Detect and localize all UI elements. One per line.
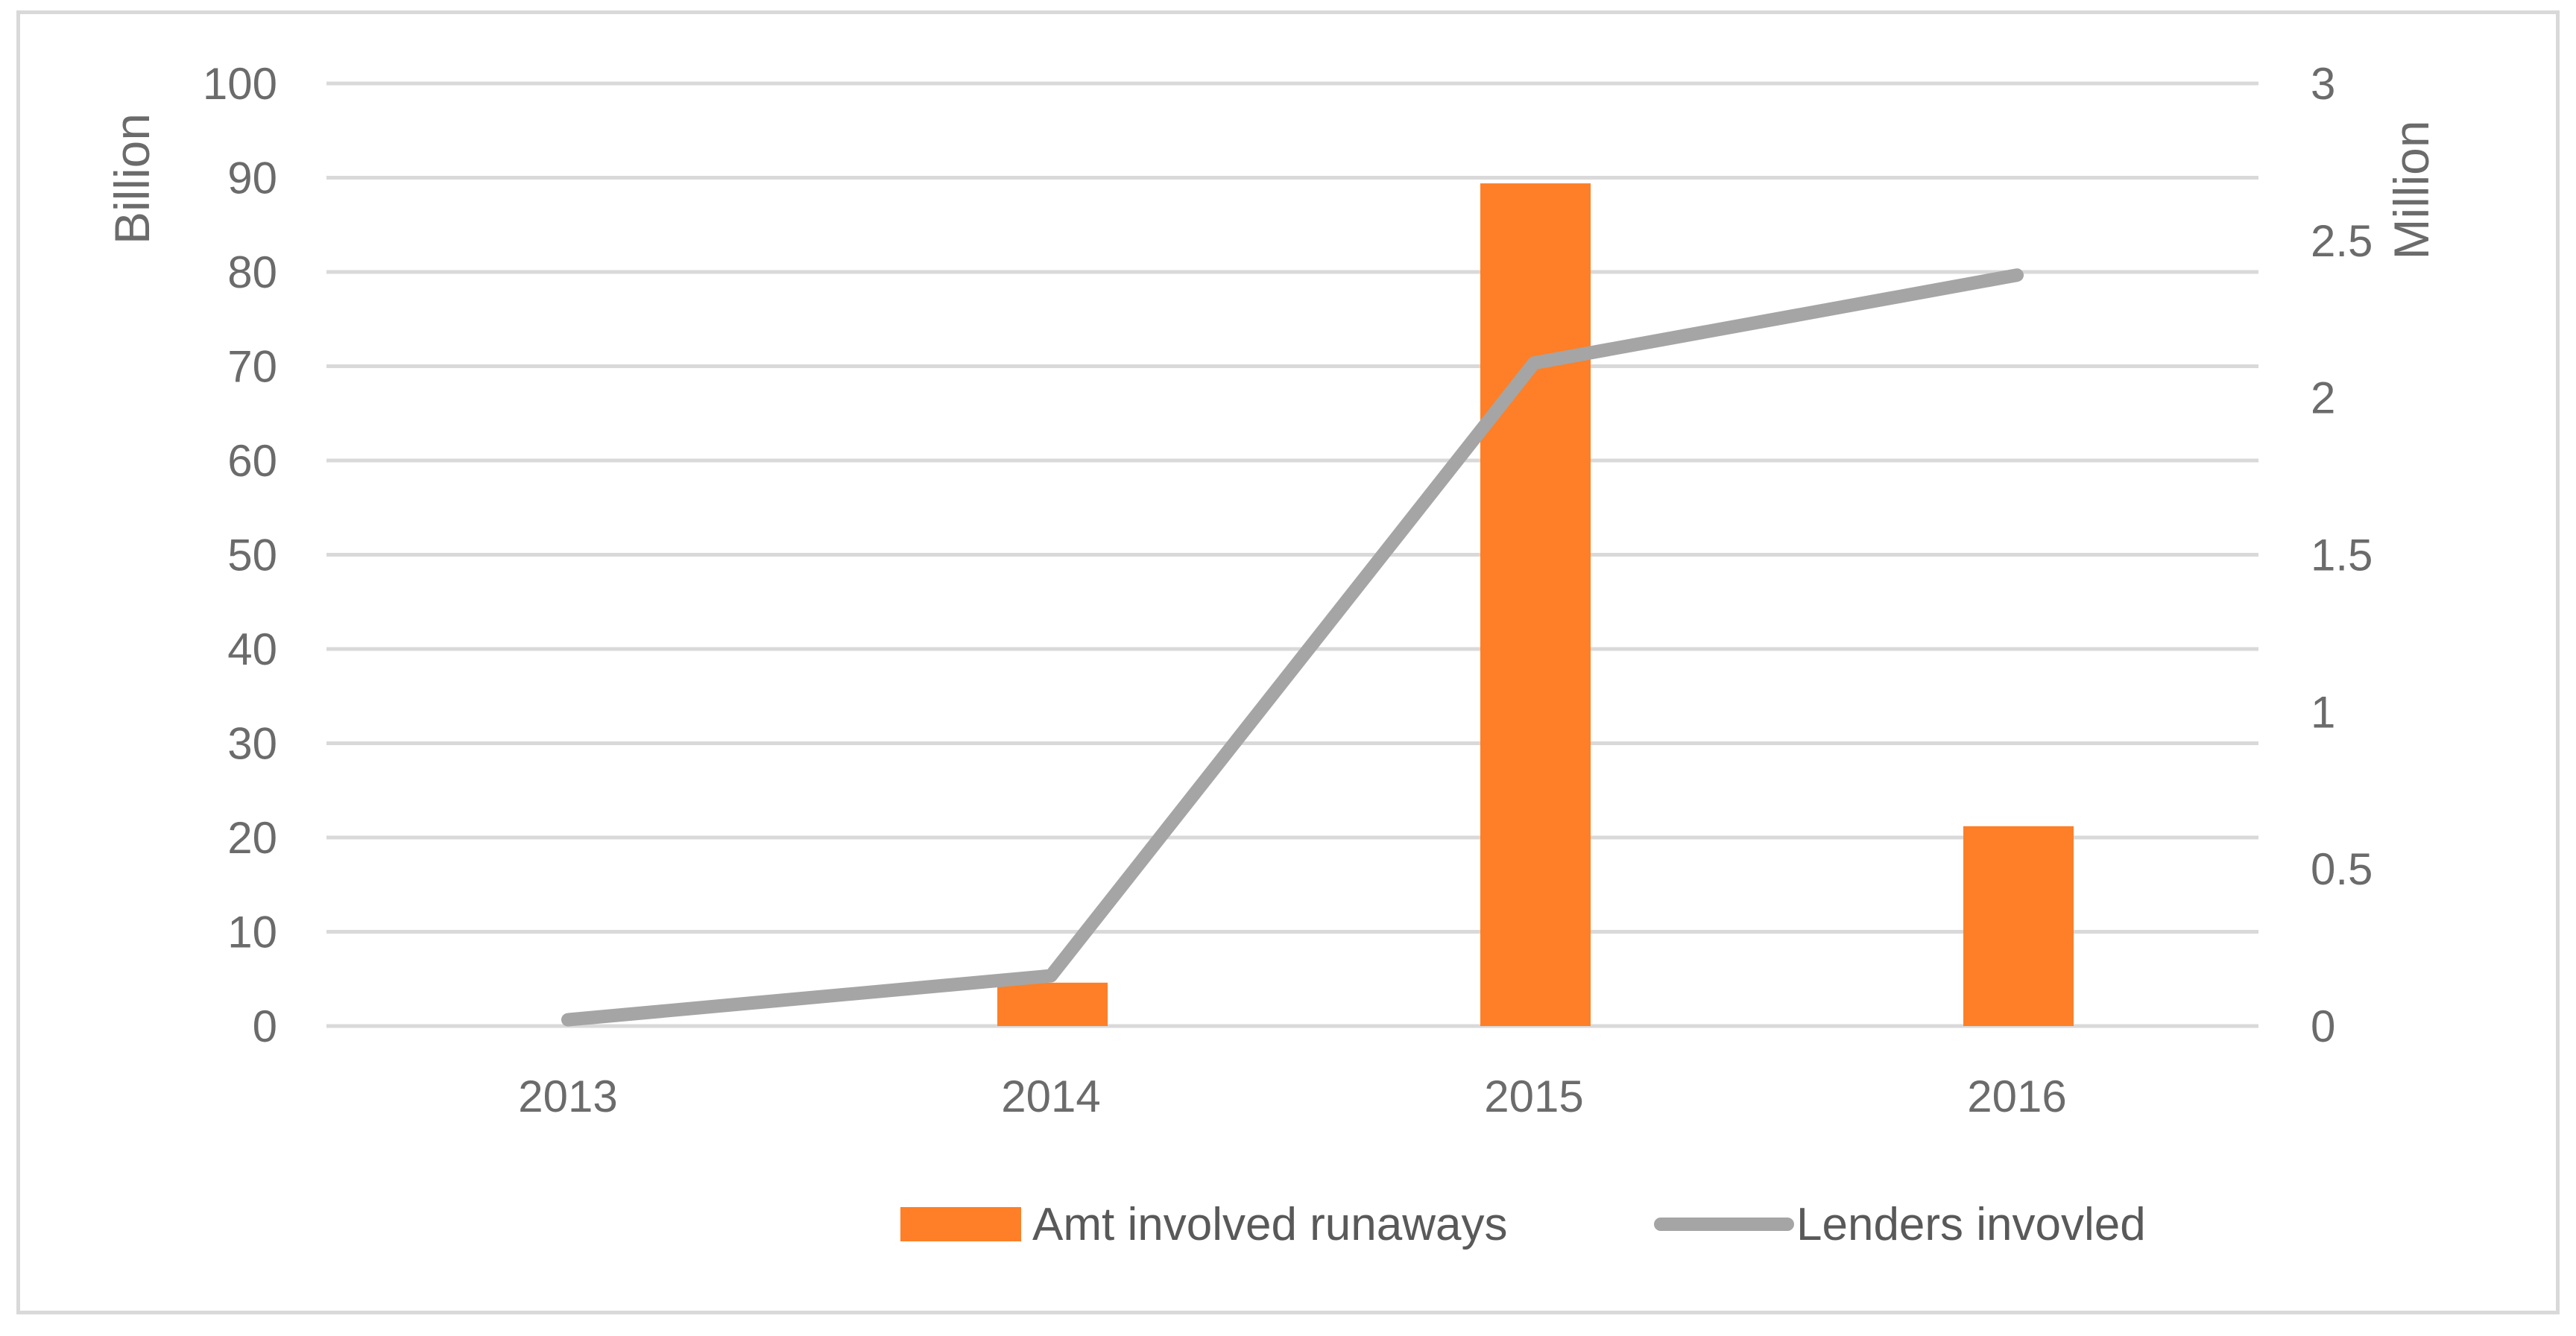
line-point xyxy=(1533,362,1535,364)
left-tick-label: 20 xyxy=(227,813,277,863)
x-tick-label: 2015 xyxy=(1484,1071,1583,1121)
line-point xyxy=(2016,274,2018,276)
right-axis-title: Million xyxy=(2384,120,2439,259)
left-tick-label: 30 xyxy=(227,719,277,769)
x-tick-label: 2014 xyxy=(1001,1071,1100,1121)
left-tick-label: 80 xyxy=(227,247,277,297)
left-tick-label: 10 xyxy=(227,908,277,957)
left-tick-label: 100 xyxy=(203,59,277,109)
series-line xyxy=(561,268,2024,1027)
x-axis: 2013 2014 2015 2016 xyxy=(518,1071,2066,1121)
left-tick-label: 0 xyxy=(253,1001,277,1051)
legend-label-line: Lenders invovled xyxy=(1796,1199,2146,1250)
legend-swatch-bar xyxy=(900,1207,1021,1241)
line-point xyxy=(1050,975,1052,977)
legend-label-bar: Amt involved runaways xyxy=(1032,1199,1508,1250)
left-tick-label: 50 xyxy=(227,531,277,580)
left-tick-label: 60 xyxy=(227,436,277,486)
gridlines xyxy=(326,81,2258,1028)
line-series xyxy=(561,268,2024,1027)
bar xyxy=(1963,826,2074,1026)
left-tick-label: 40 xyxy=(227,624,277,674)
right-tick-label: 0.5 xyxy=(2311,844,2373,894)
left-tick-label: 90 xyxy=(227,153,277,203)
right-tick-label: 1.5 xyxy=(2311,531,2373,580)
x-tick-label: 2016 xyxy=(1967,1071,2066,1121)
right-tick-label: 1 xyxy=(2311,687,2335,737)
bar-series xyxy=(997,183,2074,1027)
bar xyxy=(997,982,1108,1026)
right-tick-label: 0 xyxy=(2311,1001,2335,1051)
bar xyxy=(1480,183,1591,1027)
right-tick-label: 2.5 xyxy=(2311,216,2373,266)
right-tick-label: 2 xyxy=(2311,373,2335,423)
left-axis-title: Billion xyxy=(104,113,160,244)
left-y-axis: 0 10 20 30 40 50 60 70 80 90 100 xyxy=(203,59,277,1051)
left-tick-label: 70 xyxy=(227,342,277,392)
chart-frame xyxy=(16,10,2560,1314)
x-tick-label: 2013 xyxy=(518,1071,617,1121)
right-y-axis: 0 0.5 1 1.5 2 2.5 3 xyxy=(2311,59,2373,1051)
legend: Amt involved runaways Lenders invovled xyxy=(900,1199,2146,1250)
right-tick-label: 3 xyxy=(2311,59,2335,109)
line-point xyxy=(567,1019,569,1021)
